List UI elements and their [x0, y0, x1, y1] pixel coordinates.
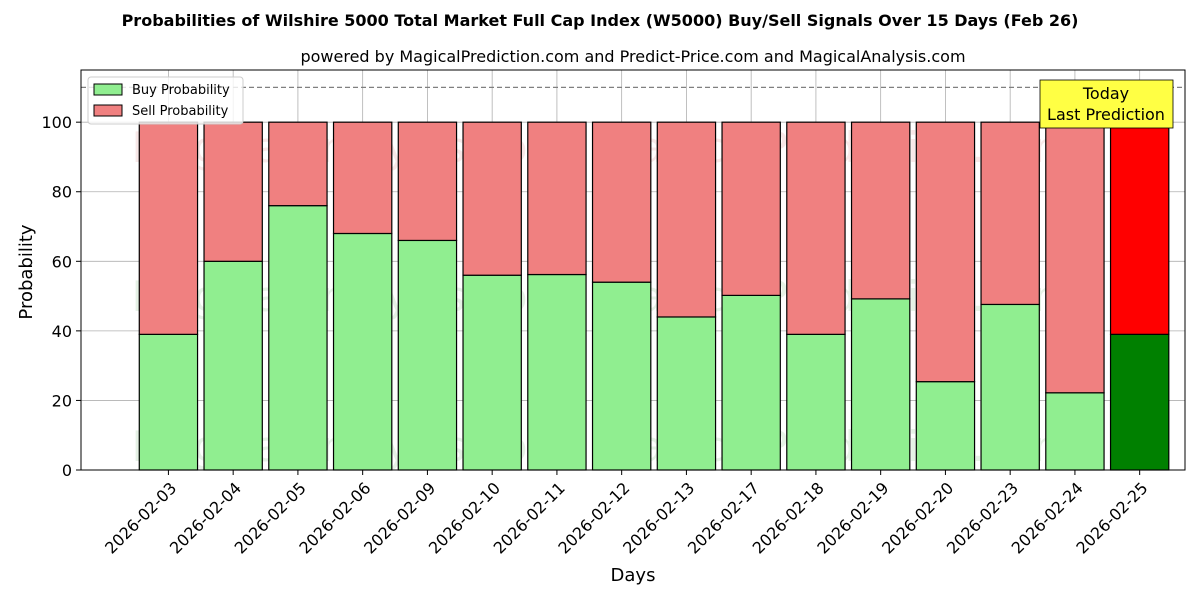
buy-bar [721, 294, 781, 471]
sell-bar [203, 121, 263, 262]
legend-swatch [93, 104, 123, 117]
x-axis-label: Days [611, 565, 656, 586]
annotation-box [1039, 79, 1174, 129]
y-tick-label: 0 [62, 461, 72, 480]
y-axis-label: Probability [16, 224, 37, 319]
buy-bar [850, 298, 911, 471]
annotation-text: Last Prediction [1047, 105, 1165, 124]
sell-bar [850, 121, 911, 300]
sell-bar [527, 121, 587, 276]
chart-title: Probabilities of Wilshire 5000 Total Mar… [122, 11, 1079, 30]
sell-bar [138, 121, 199, 335]
buy-bar [656, 316, 717, 471]
annotation-text: Today [1082, 84, 1129, 103]
today-annotation: Today Last Prediction [1039, 79, 1174, 129]
plot-frame [80, 69, 1186, 471]
legend-box [87, 76, 244, 125]
sell-bar [268, 121, 328, 207]
sell-bar [591, 121, 652, 283]
legend-label: Sell Probability [132, 104, 229, 119]
sell-bar [980, 121, 1040, 306]
sell-bar [397, 121, 458, 242]
buy-bar [332, 232, 393, 471]
buy-bar [527, 273, 587, 471]
sell-bar [1045, 121, 1105, 394]
buy-bar [915, 381, 976, 471]
sell-bar [332, 121, 393, 235]
buy-bar [462, 274, 522, 471]
buy-bar [1109, 333, 1170, 471]
buy-bar [268, 205, 328, 471]
y-tick-label: 20 [52, 391, 72, 410]
chart-subtitle: powered by MagicalPrediction.com and Pre… [300, 47, 965, 66]
sell-bar [1109, 121, 1170, 335]
bar-layer [138, 121, 1170, 471]
sell-bar [656, 121, 717, 318]
legend-label: Buy Probability [132, 83, 230, 98]
sell-bar [721, 121, 781, 296]
buy-bar [786, 333, 846, 471]
sell-bar [462, 121, 522, 276]
buy-bar [397, 239, 458, 471]
buy-bar [138, 333, 199, 471]
y-tick-label: 100 [41, 113, 72, 132]
sell-bar [786, 121, 846, 335]
buy-bar [591, 281, 652, 471]
buy-bar [1045, 392, 1105, 471]
y-tick-label: 60 [52, 252, 72, 271]
sell-bar [915, 121, 976, 383]
buy-bar [980, 303, 1040, 471]
y-tick-label: 80 [52, 183, 72, 202]
buy-bar [203, 260, 263, 471]
legend: Buy Probability Sell Probability [87, 76, 244, 125]
legend-swatch [93, 83, 123, 96]
y-tick-label: 40 [52, 322, 72, 341]
